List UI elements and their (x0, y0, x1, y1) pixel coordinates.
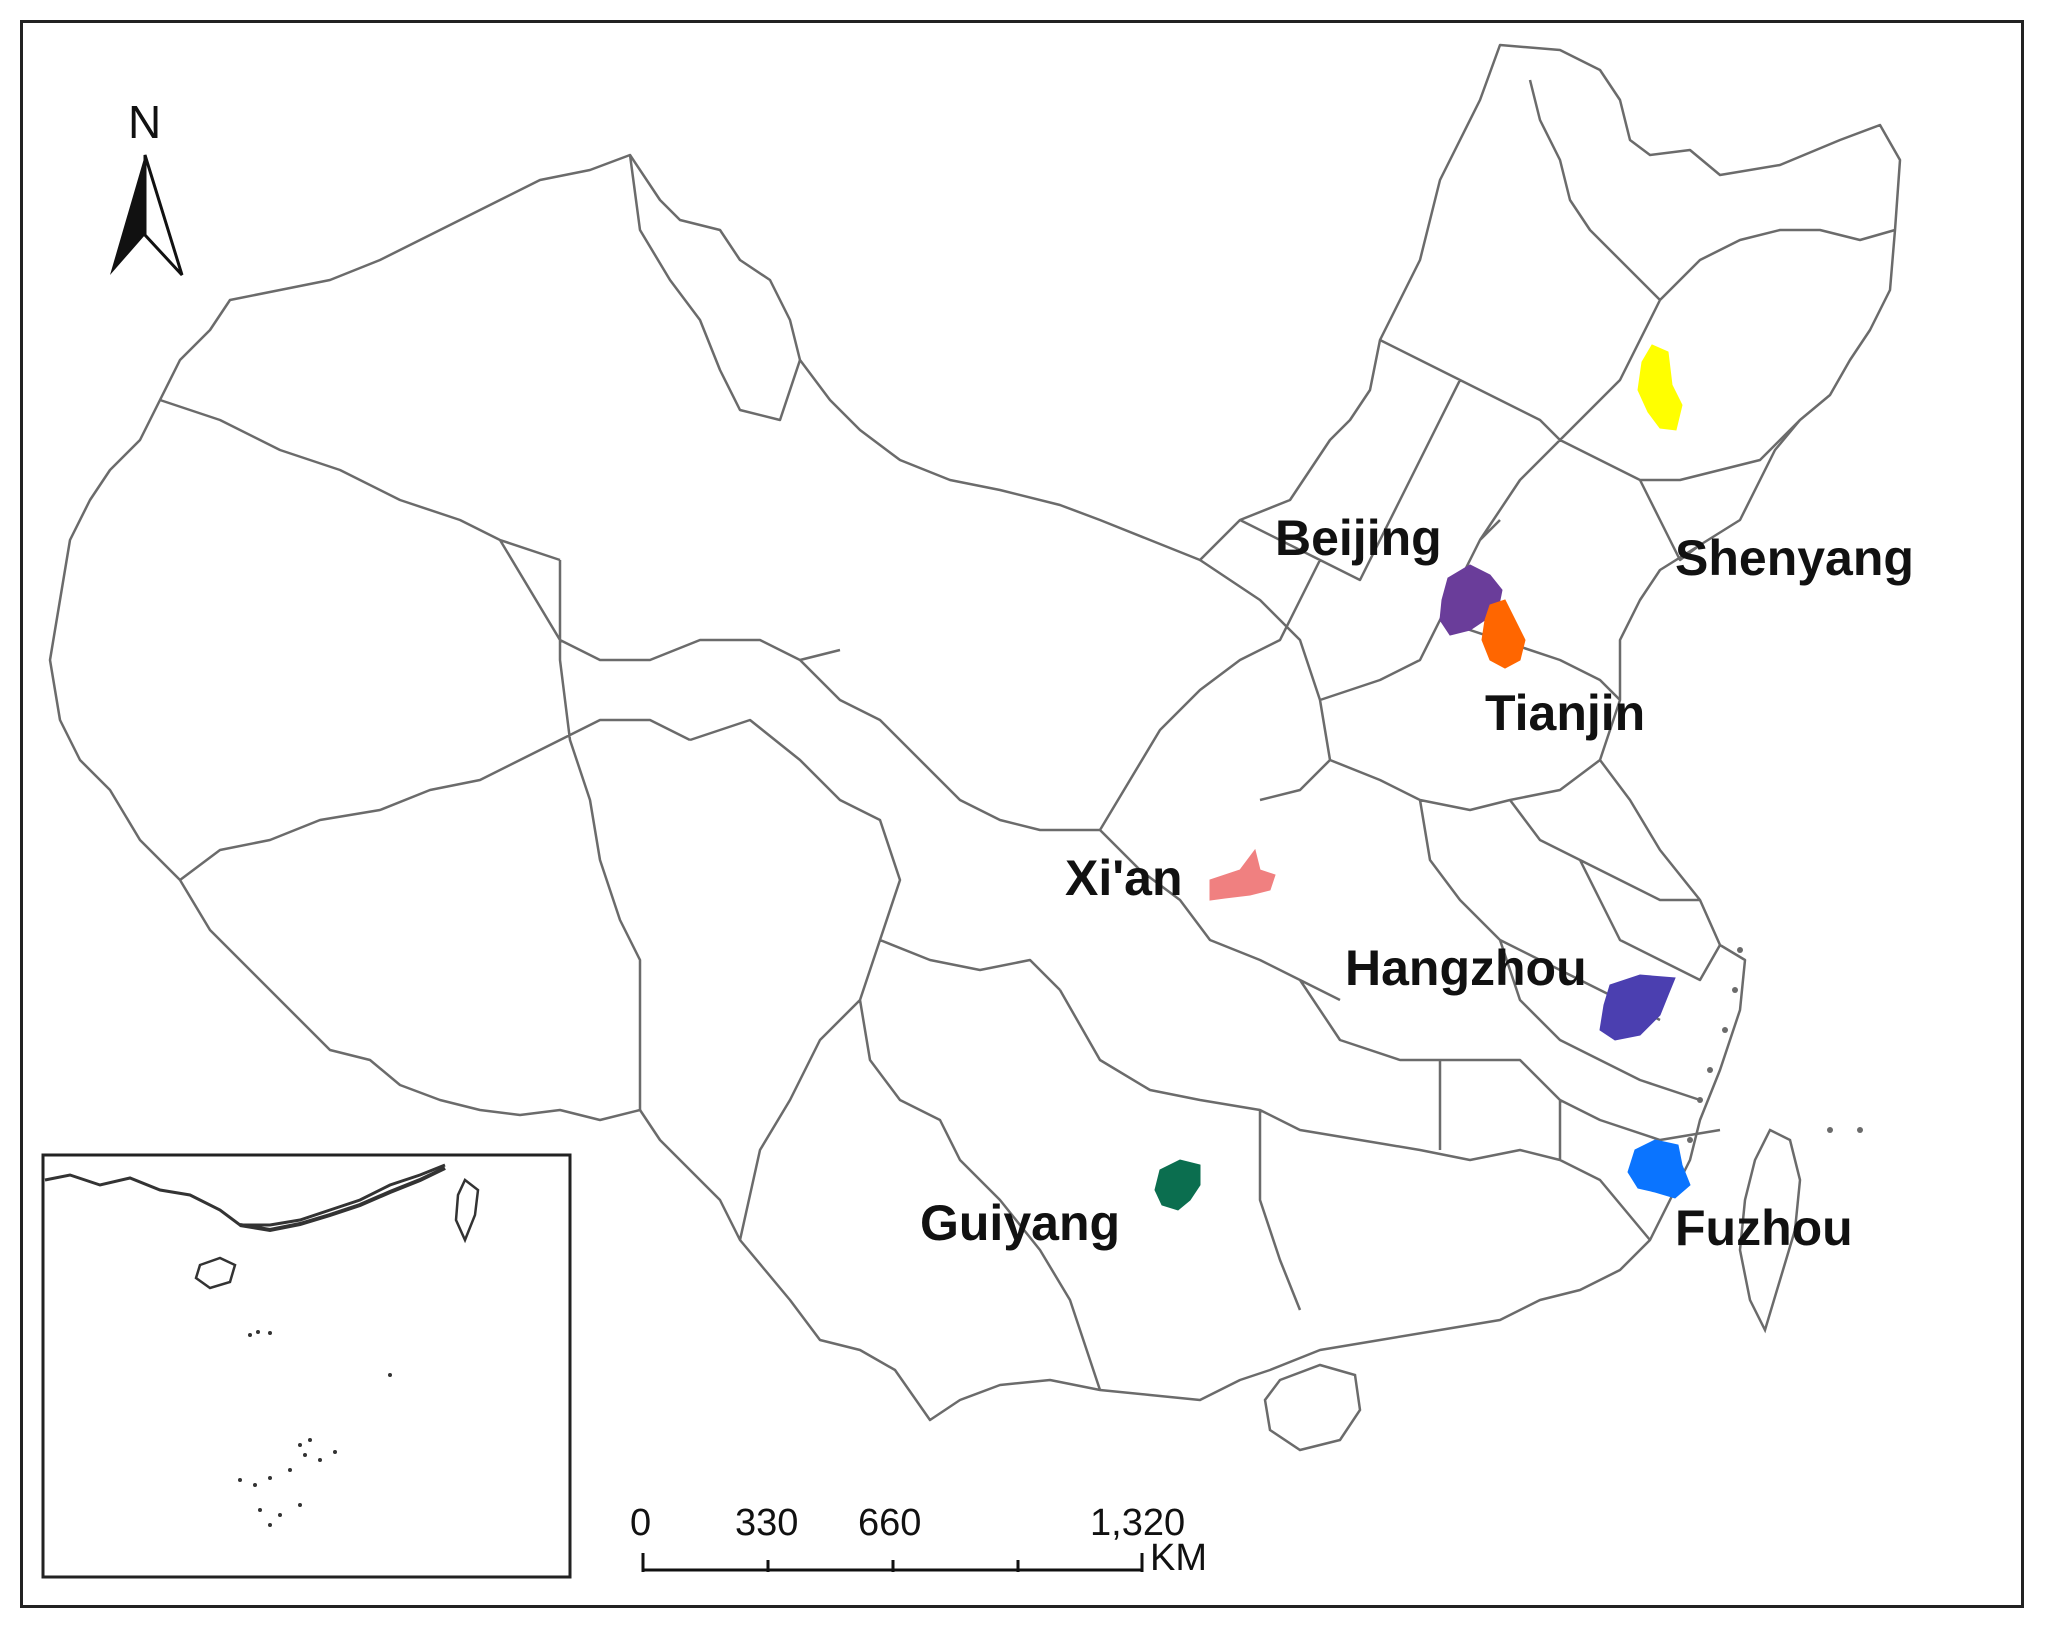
fuzhou-region (1627, 1139, 1691, 1199)
city-label-hangzhou: Hangzhou (1345, 940, 1587, 996)
city-label-fuzhou: Fuzhou (1675, 1200, 1853, 1256)
city-label-shenyang: Shenyang (1675, 530, 1914, 586)
north-arrow-icon (110, 155, 145, 275)
province-lines (159, 79, 1896, 1391)
city-label-guiyang: Guiyang (920, 1195, 1120, 1251)
north-arrow: N (110, 96, 184, 277)
scale-unit: KM (1150, 1537, 1207, 1579)
city-label-beijing: Beijing (1275, 510, 1442, 566)
scale-tick-660: 660 (858, 1502, 921, 1544)
scale-tick-0: 0 (630, 1502, 651, 1544)
tianjin-region (1481, 599, 1526, 669)
north-label: N (128, 96, 161, 148)
city-label-tianjin: Tianjin (1485, 685, 1645, 741)
taiwan-island (1738, 1128, 1802, 1334)
scale-tick-1320: 1,320 (1090, 1502, 1185, 1544)
scale-tick-330: 330 (735, 1502, 798, 1544)
city-label-xian: Xi'an (1065, 850, 1182, 906)
scale-bar: 0 330 660 1,320 KM (630, 1502, 1207, 1579)
guiyang-region (1154, 1159, 1201, 1211)
south-china-sea-inset (41, 1153, 572, 1579)
shenyang-region (1637, 344, 1683, 431)
boundaries (48, 43, 1902, 1422)
coastal-islands (1687, 947, 1863, 1143)
hainan-island (1263, 1363, 1362, 1452)
xian-region (1209, 848, 1276, 901)
hangzhou-region (1599, 974, 1676, 1041)
